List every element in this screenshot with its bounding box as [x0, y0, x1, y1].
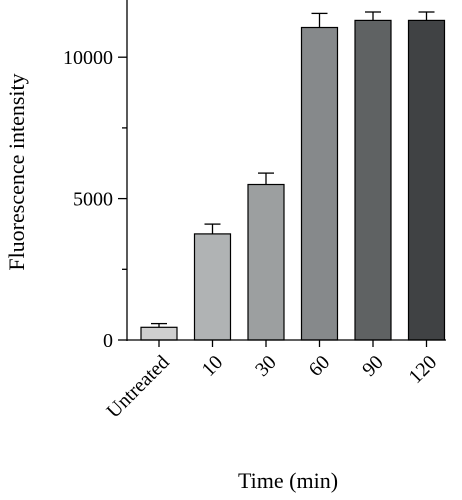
x-tick-label-60: 60 [305, 351, 335, 381]
error-bars-group [151, 11, 435, 328]
x-tick-label-120: 120 [405, 351, 442, 388]
y-tick-label-5000: 5000 [73, 189, 113, 211]
y-tick-label-10000: 10000 [63, 47, 113, 69]
x-tick-label-untreated: Untreated [102, 351, 173, 422]
x-tick-label-30: 30 [251, 351, 281, 381]
bar-120 [407, 19, 446, 341]
bar-untreated [140, 326, 178, 341]
y-tick-label-0: 0 [103, 330, 113, 352]
bars-group [140, 19, 446, 341]
bar-90 [354, 19, 392, 341]
x-tick-label-10: 10 [198, 351, 228, 381]
y-ticks-group: 0 5000 10000 [63, 47, 127, 352]
bar-10 [193, 233, 232, 341]
bar-30 [247, 183, 285, 341]
x-axis-title: Time (min) [238, 468, 338, 493]
x-tick-label-90: 90 [358, 351, 388, 381]
bar-60 [300, 26, 339, 341]
y-axis-title: Fluorescence intensity [4, 73, 29, 270]
x-ticks-group: Untreated 10 30 60 90 120 [102, 340, 441, 423]
